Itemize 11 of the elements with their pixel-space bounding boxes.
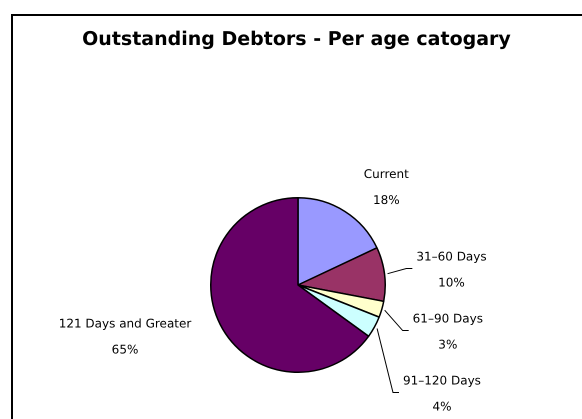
slice-label: 31–60 Days [416, 250, 487, 264]
slice-label: 61–90 Days [412, 312, 483, 326]
data-label: 3% [438, 338, 458, 352]
slice-label: 91–120 Days [402, 374, 481, 388]
slice-label: 121 Days and Greater [58, 316, 192, 330]
data-label: 10% [438, 276, 465, 290]
data-label: 18% [372, 192, 400, 207]
slice-label: Current [364, 166, 410, 181]
chart-title: Outstanding Debtors - Per age catogary [81, 28, 512, 50]
data-label: 65% [112, 342, 138, 356]
data-label: 4% [432, 400, 452, 414]
